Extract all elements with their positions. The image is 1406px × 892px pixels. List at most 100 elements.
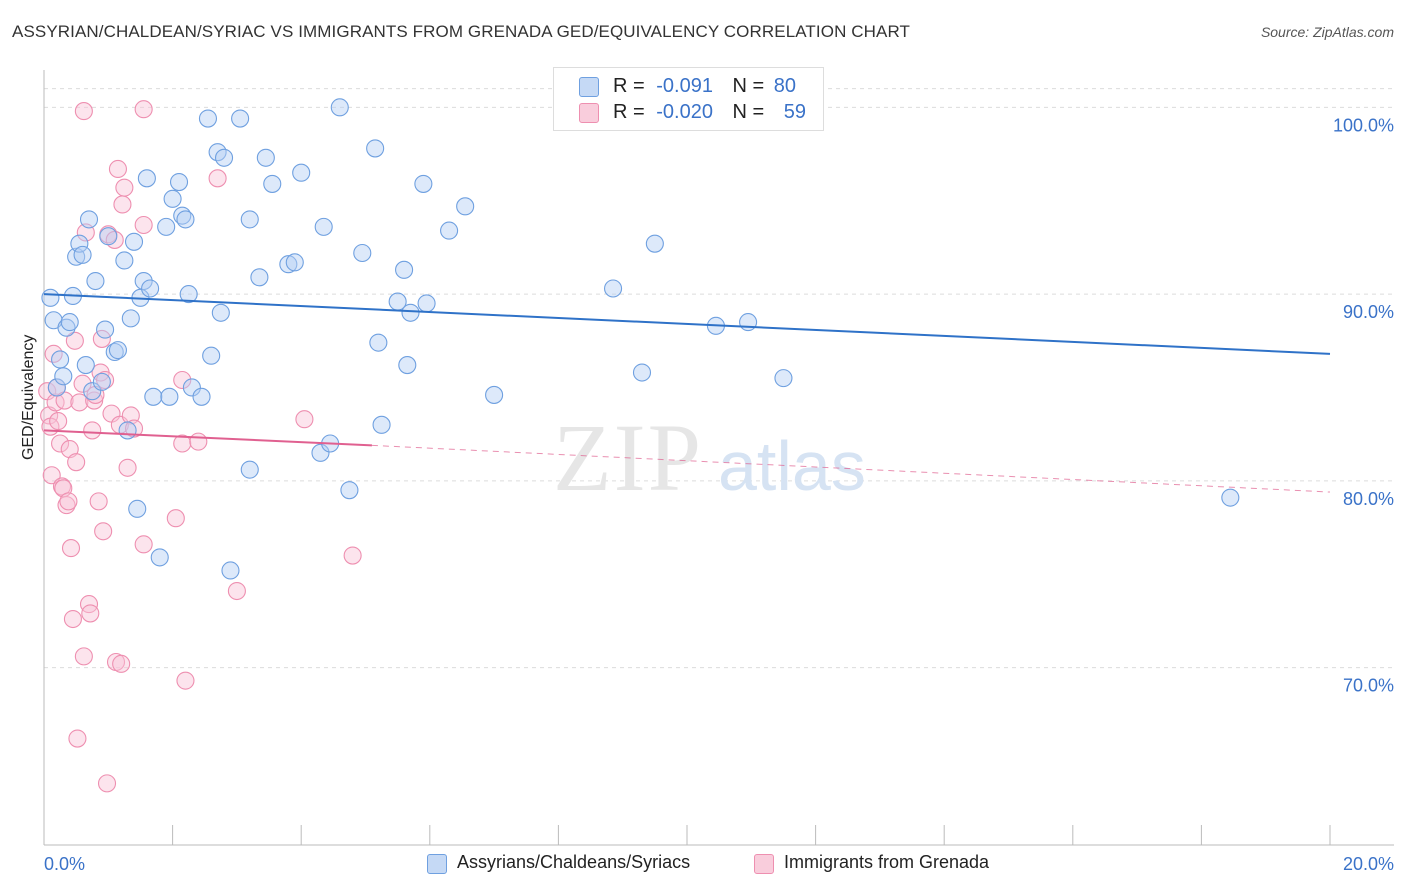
legend-n-pink: 59 [783, 101, 807, 123]
blue-point [160, 387, 179, 406]
blue-point [115, 251, 134, 270]
pink-point [108, 159, 127, 179]
pink-point [112, 654, 131, 673]
pink-point [343, 546, 362, 565]
gridlines [44, 88, 1394, 669]
pink-point [73, 374, 92, 393]
pink-point [61, 539, 81, 558]
blue-point [231, 109, 250, 128]
pink-point [96, 370, 115, 390]
legend-swatch-pink [579, 103, 599, 123]
blue-point [366, 139, 385, 158]
pink-point [83, 421, 102, 440]
pink-point [51, 434, 70, 453]
blue-point [417, 294, 436, 313]
blue-point [369, 333, 388, 352]
pink-point [60, 440, 79, 459]
blue-point [632, 363, 652, 382]
blue-point [774, 369, 793, 388]
blue-point [96, 320, 115, 339]
pink-point [97, 774, 117, 793]
pink-point [295, 410, 314, 429]
y-tick-label: 90.0% [1343, 302, 1394, 322]
blue-point [176, 210, 195, 229]
blue-point [279, 255, 298, 274]
axes [43, 70, 1394, 846]
x-tick-label-min: 0.0% [44, 854, 85, 874]
blue-point [99, 227, 118, 246]
bottom-legend-swatch-pink [754, 854, 774, 874]
blue-point [401, 303, 420, 322]
pink-point [115, 178, 134, 197]
bottom-legend-label-pink: Immigrants from Grenada [784, 852, 990, 872]
blue-point [182, 378, 201, 397]
pink-point [89, 492, 108, 511]
pink-point [173, 434, 192, 453]
tick-labels: 70.0% 80.0% 90.0% 100.0% 0.0% 20.0% [44, 115, 1394, 874]
pink-point [134, 535, 153, 554]
blue-point [124, 232, 144, 251]
blue-point [414, 174, 433, 193]
blue-point [395, 260, 414, 279]
blue-point [330, 98, 349, 117]
blue-point [645, 234, 664, 253]
blue-point [353, 243, 372, 263]
pink-point [49, 412, 68, 431]
pink-point [166, 509, 185, 528]
blue-point [57, 318, 76, 337]
blue-point [70, 234, 89, 253]
trend-lines [43, 293, 1331, 493]
blue-point [128, 499, 147, 518]
blue-point [54, 367, 73, 386]
blue-point [121, 309, 140, 328]
blue-point [150, 548, 169, 567]
blue-point [292, 163, 311, 182]
blue-point [398, 356, 417, 375]
y-tick-label: 70.0% [1343, 676, 1394, 696]
blue-point [134, 271, 153, 291]
stats-legend: R = -0.091 N = 80 R = -0.020 N = 59 [553, 67, 824, 131]
blue-point [240, 210, 259, 229]
pink-point [118, 458, 137, 477]
y-tick-label: 100.0% [1333, 115, 1394, 135]
pink-point [65, 331, 84, 350]
pink-point [189, 432, 208, 451]
blue-point [456, 197, 475, 216]
pink-point [79, 595, 99, 614]
y-tick-label: 80.0% [1343, 489, 1394, 509]
bottom-legend-label-blue: Assyrians/Chaldeans/Syriacs [457, 852, 691, 872]
blue-point [137, 169, 156, 188]
pink-point [208, 169, 227, 188]
blue-point [105, 342, 124, 362]
blue-point [221, 561, 240, 580]
watermark: ZIP atlas [553, 404, 866, 511]
blue-point [211, 303, 230, 322]
pink-trend-extension [371, 444, 1331, 493]
blue-point [86, 271, 105, 291]
legend-text-pink: R = -0.020 N = 59 [613, 101, 807, 123]
blue-point [41, 288, 60, 307]
pink-point [74, 647, 93, 666]
blue-point [60, 313, 79, 332]
bottom-legend-swatch-blue [427, 854, 447, 874]
pink-point [176, 671, 195, 690]
blue-point [485, 385, 504, 404]
blue-point [157, 217, 176, 236]
blue-point [163, 189, 182, 208]
blue-point [118, 421, 137, 440]
blue-point [51, 350, 70, 369]
pink-series-points [38, 100, 362, 793]
pink-point [70, 393, 89, 412]
blue-point [340, 481, 359, 500]
legend-r-blue: -0.091 [656, 75, 713, 97]
blue-point [144, 387, 163, 406]
pink-point [81, 604, 100, 623]
chart-title: ASSYRIAN/CHALDEAN/SYRIAC VS IMMIGRANTS F… [12, 22, 911, 41]
legend-swatch-blue [579, 77, 599, 97]
pink-point [227, 581, 246, 601]
source-label: Source: ZipAtlas.com [1260, 24, 1394, 40]
pink-point [94, 522, 113, 541]
blue-point [192, 387, 211, 406]
y-axis-title: GED/Equivalency [20, 334, 37, 460]
